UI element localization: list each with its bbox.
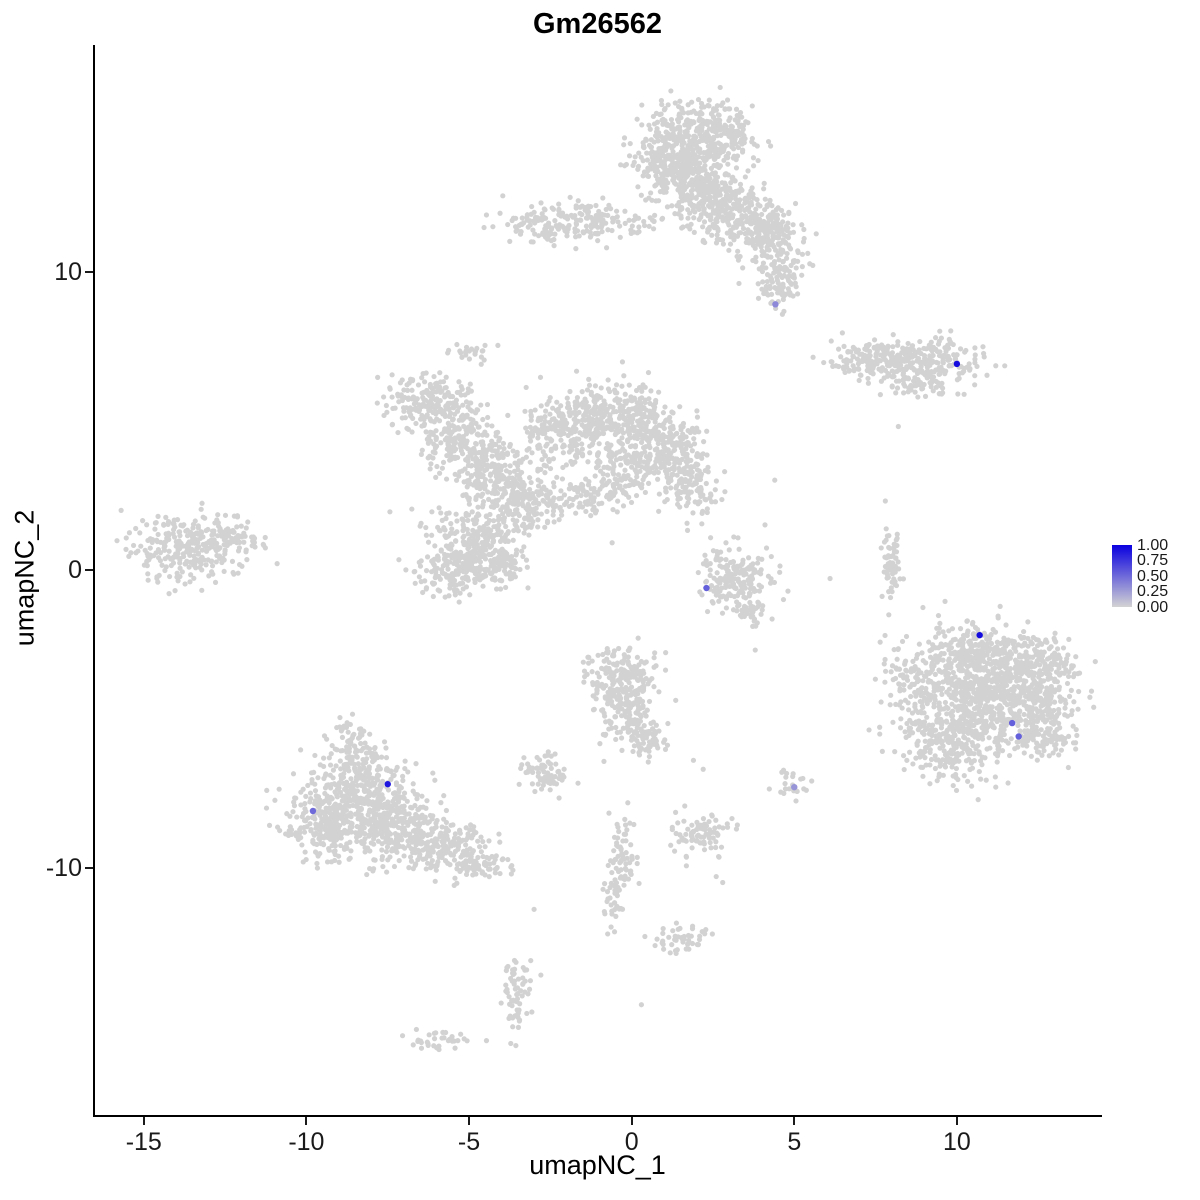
x-tick-label: 0 <box>624 1128 639 1156</box>
x-tick-mark <box>630 1117 633 1125</box>
x-axis-label: umapNC_1 <box>529 1150 666 1180</box>
x-tick-mark <box>305 1117 308 1125</box>
y-tick-label: 0 <box>68 555 82 584</box>
x-tick-mark <box>142 1117 145 1125</box>
y-tick-mark <box>85 866 93 869</box>
x-tick-label: -10 <box>288 1128 325 1156</box>
colorbar-label: 1.00 <box>1137 536 1169 554</box>
colorbar-gradient <box>1112 545 1132 607</box>
x-tick-label: 5 <box>787 1128 802 1156</box>
plot-title: Gm26562 <box>533 8 662 40</box>
x-tick-label: -15 <box>125 1128 162 1156</box>
colorbar-label: 0.50 <box>1137 567 1169 585</box>
colorbar-label: 0.25 <box>1137 583 1169 600</box>
x-axis-line <box>93 1115 1102 1117</box>
y-tick-mark <box>85 270 93 273</box>
colorbar-label: 0.00 <box>1137 598 1169 616</box>
y-axis-label: umapNC_2 <box>9 509 40 647</box>
plot-panel <box>95 45 1100 1115</box>
x-tick-label: 10 <box>942 1128 971 1156</box>
y-axis-line <box>93 45 95 1117</box>
y-tick-label: 10 <box>54 257 82 286</box>
y-tick-mark <box>85 568 93 571</box>
colorbar-label: 0.75 <box>1137 552 1169 569</box>
scatter-points-canvas <box>95 45 1100 1115</box>
x-tick-mark <box>955 1117 958 1125</box>
x-tick-mark <box>468 1117 471 1125</box>
x-tick-mark <box>793 1117 796 1125</box>
y-tick-label: -10 <box>45 853 82 882</box>
x-tick-label: -5 <box>457 1128 481 1156</box>
